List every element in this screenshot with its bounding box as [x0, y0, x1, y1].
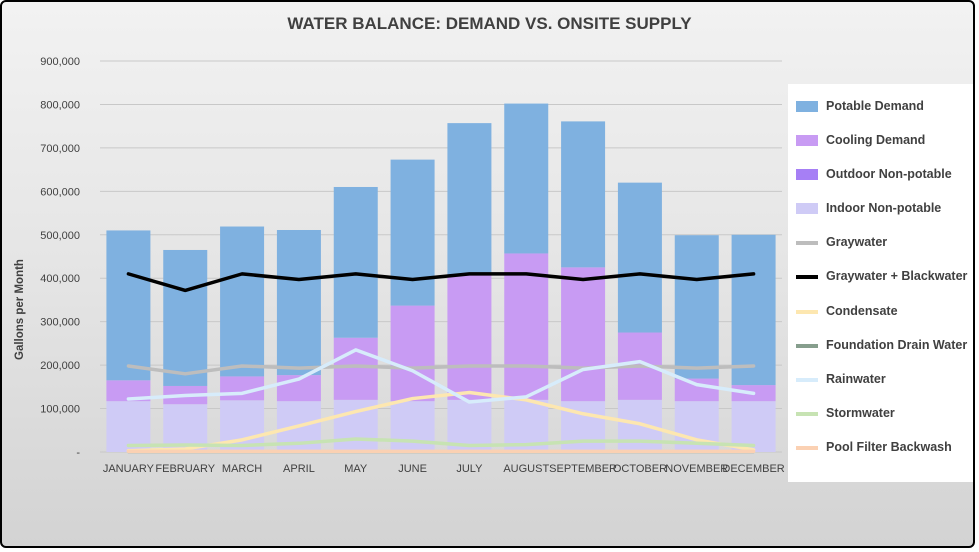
bar-segment — [220, 226, 265, 377]
legend-item: Rainwater — [796, 371, 976, 388]
y-tick-label: 600,000 — [40, 186, 80, 198]
bar-segment — [333, 186, 378, 338]
x-tick-label: DECEMBER — [722, 463, 784, 475]
y-tick-label: 300,000 — [40, 317, 80, 329]
x-tick-label: APRIL — [283, 463, 315, 475]
bar-segment — [390, 159, 435, 306]
bar-segment — [674, 378, 719, 402]
x-tick-label: JUNE — [398, 463, 427, 475]
x-tick-label: FEBRUARY — [155, 463, 215, 475]
legend-label: Graywater — [826, 235, 888, 249]
legend-label: Cooling Demand — [826, 133, 926, 147]
bar-segment — [504, 253, 549, 400]
legend-label: Potable Demand — [826, 99, 924, 113]
y-tick-label: 900,000 — [40, 56, 80, 68]
bar-segment — [447, 275, 492, 400]
series-line — [126, 272, 756, 293]
legend-label: Rainwater — [826, 372, 886, 386]
x-tick-label: MAY — [344, 463, 368, 475]
bar-segment — [617, 182, 662, 333]
legend-label: Outdoor Non-potable — [826, 167, 952, 181]
bar-segment — [674, 235, 719, 379]
chart-title: WATER BALANCE: DEMAND VS. ONSITE SUPPLY — [287, 14, 692, 33]
bar-segment — [561, 121, 606, 268]
bar-segment — [731, 234, 776, 386]
x-tick-label: JULY — [456, 463, 483, 475]
legend-swatch — [796, 203, 818, 214]
series-line — [126, 437, 756, 448]
legend-item: Outdoor Non-potable — [796, 166, 976, 183]
x-tick-label: NOVEMBER — [665, 463, 728, 475]
series-line — [126, 348, 756, 404]
lines — [126, 272, 756, 454]
legend-swatch — [796, 412, 818, 416]
legend-swatch — [796, 241, 818, 245]
bar-segment — [106, 380, 151, 402]
series-line — [126, 390, 756, 453]
legend-item: Foundation Drain Water — [796, 337, 976, 354]
bar-segment — [333, 337, 378, 400]
legend-item: Graywater + Blackwater — [796, 268, 976, 285]
legend-swatch — [796, 378, 818, 382]
legend-label: Indoor Non-potable — [826, 201, 942, 215]
tick-labels: - 100,000 200,000 300,000 400,000 500,000 600,… — [40, 56, 785, 475]
legend-item: Indoor Non-potable — [796, 200, 976, 217]
bars — [106, 103, 776, 452]
bar-segment — [106, 401, 151, 452]
y-tick-label: 100,000 — [40, 404, 80, 416]
bar-segment — [617, 399, 662, 452]
x-tick-label: SEPTEMBER — [549, 463, 617, 475]
gridlines — [100, 60, 782, 453]
x-tick-label: MARCH — [222, 463, 262, 475]
legend-label: Pool Filter Backwash — [826, 440, 952, 454]
legend-swatch — [796, 275, 818, 279]
x-tick-label: AUGUST — [503, 463, 549, 475]
y-tick-label: 800,000 — [40, 99, 80, 111]
bar-segment — [504, 103, 549, 254]
bar-segment — [106, 230, 151, 381]
bar-segment — [390, 401, 435, 452]
y-tick-label: 200,000 — [40, 360, 80, 372]
legend-swatch — [796, 169, 818, 180]
legend: Potable Demand Cooling Demand Outdoor Non-… — [788, 84, 973, 482]
y-tick-label: - — [76, 447, 80, 459]
legend-item: Pool Filter Backwash — [796, 439, 976, 456]
legend-swatch — [796, 344, 818, 348]
legend-item: Cooling Demand — [796, 132, 976, 149]
x-tick-label: JANUARY — [103, 463, 155, 475]
bar-segment — [163, 249, 208, 386]
legend-item: Stormwater — [796, 405, 976, 422]
bar-segment — [276, 229, 321, 376]
bar-segment — [561, 267, 606, 402]
legend-item: Potable Demand — [796, 98, 976, 115]
y-tick-label: 700,000 — [40, 143, 80, 155]
legend-swatch — [796, 135, 818, 146]
bar-segment — [447, 123, 492, 276]
legend-label: Condensate — [826, 304, 898, 318]
legend-label: Foundation Drain Water — [826, 338, 968, 352]
legend-swatch — [796, 310, 818, 314]
legend-label: Graywater + Blackwater — [826, 269, 968, 283]
legend-swatch — [796, 446, 818, 450]
x-tick-label: OCTOBER — [613, 463, 667, 475]
bar-segment — [390, 305, 435, 402]
legend-swatch — [796, 101, 818, 112]
legend-item: Condensate — [796, 303, 976, 320]
legend-item: Graywater — [796, 234, 976, 251]
y-tick-label: 400,000 — [40, 273, 80, 285]
y-tick-label: 500,000 — [40, 230, 80, 242]
legend-label: Stormwater — [826, 406, 895, 420]
